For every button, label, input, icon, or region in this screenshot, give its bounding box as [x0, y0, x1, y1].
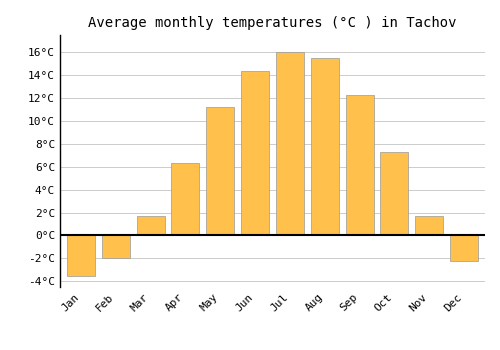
Bar	[241, 70, 269, 236]
Bar	[311, 58, 338, 236]
Bar	[276, 52, 304, 236]
Bar	[380, 152, 408, 236]
Bar	[416, 216, 443, 236]
Bar	[346, 94, 374, 236]
Bar	[136, 216, 164, 236]
Bar	[102, 236, 130, 258]
Bar	[67, 236, 95, 275]
Bar	[450, 236, 478, 261]
Bar	[206, 107, 234, 236]
Bar	[172, 163, 200, 236]
Title: Average monthly temperatures (°C ) in Tachov: Average monthly temperatures (°C ) in Ta…	[88, 16, 457, 30]
